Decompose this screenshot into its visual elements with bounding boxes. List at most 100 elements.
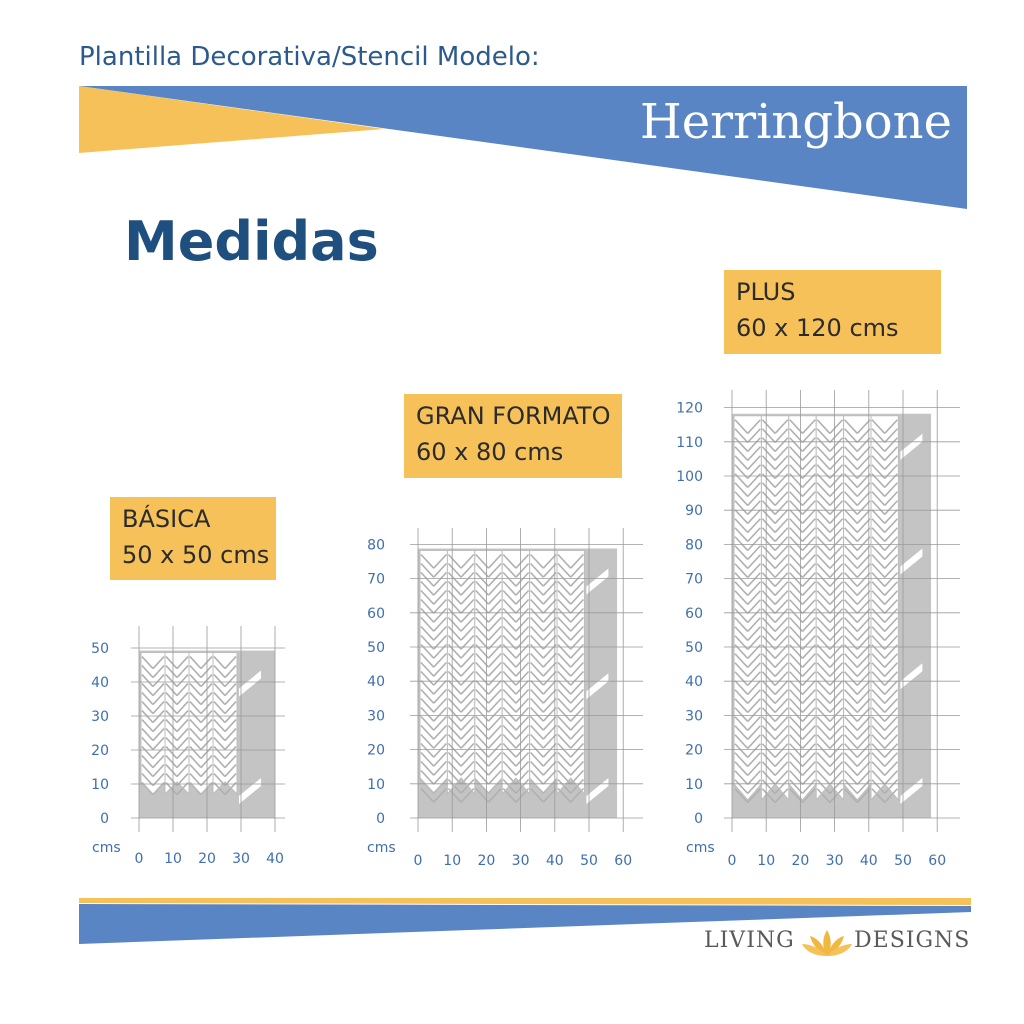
chevron-line: [747, 581, 761, 596]
chevron-line: [774, 455, 789, 470]
chevron-line: [844, 491, 858, 506]
chevron-line: [734, 581, 749, 596]
chevron-line: [871, 455, 886, 470]
chevron-line: [801, 572, 816, 587]
registration-mark: [900, 778, 923, 804]
chevron-line: [460, 652, 475, 668]
chevron-line: [460, 706, 475, 722]
chevron-line: [856, 518, 871, 533]
chevron-line: [829, 770, 844, 785]
axis-unit-label: cms: [686, 840, 715, 856]
chevron-line: [542, 661, 557, 677]
chevron-line: [557, 724, 572, 740]
x-tick-label: 30: [232, 851, 250, 867]
chevron-line: [570, 670, 584, 686]
chevron-line: [515, 697, 530, 713]
chevron-line: [447, 616, 462, 632]
chevron-line: [856, 761, 871, 776]
chevron-line: [189, 692, 202, 706]
chevron-line: [420, 715, 435, 731]
chevron-line: [884, 671, 898, 686]
chevron-line: [224, 683, 237, 697]
chevron-line: [141, 746, 154, 760]
chevron-line: [761, 554, 776, 569]
chevron-line: [570, 553, 584, 569]
chevron-line: [734, 527, 749, 542]
chevron-line: [774, 500, 789, 515]
chevron-line: [761, 788, 776, 803]
chevron-line: [487, 652, 502, 668]
chevron-line: [816, 779, 831, 794]
chevron-line: [530, 787, 544, 803]
chevron-line: [801, 446, 816, 461]
chevron-line: [542, 670, 557, 686]
x-tick-label: 40: [546, 853, 564, 869]
chevron-line: [761, 770, 776, 785]
size-dims: 60 x 120 cms: [736, 314, 899, 342]
chevron-line: [141, 719, 154, 733]
chevron-line: [884, 518, 898, 533]
chevron-line: [542, 616, 557, 632]
chevron-line: [774, 437, 789, 452]
chevron-line: [530, 769, 544, 785]
chevron-line: [844, 545, 858, 560]
chevron-line: [844, 707, 858, 722]
chevron-line: [734, 599, 749, 614]
chevron-line: [761, 428, 776, 443]
chevron-line: [871, 698, 886, 713]
chevron-line: [747, 680, 761, 695]
chevron-line: [447, 625, 462, 641]
chevron-line: [165, 701, 178, 715]
chevron-line: [502, 670, 517, 686]
chevron-line: [856, 419, 871, 434]
chevron-line: [502, 679, 517, 695]
chevron-line: [433, 706, 447, 722]
chevron-line: [856, 689, 871, 704]
chevron-line: [871, 770, 886, 785]
x-tick-label: 50: [894, 853, 912, 869]
chevron-line: [487, 688, 502, 704]
chevron-line: [856, 770, 871, 785]
chevron-line: [224, 701, 237, 715]
chevron-line: [829, 482, 844, 497]
chevron-line: [747, 446, 761, 461]
chevron-line: [801, 599, 816, 614]
herringbone-strip: [556, 550, 585, 803]
chevron-line: [213, 665, 226, 679]
chevron-line: [774, 572, 789, 587]
chevron-line: [816, 509, 831, 524]
y-tick-label: 40: [367, 674, 385, 690]
chevron-line: [570, 742, 584, 758]
chevron-line: [774, 482, 789, 497]
chevron-line: [487, 571, 502, 587]
chevron-line: [856, 437, 871, 452]
chevron-line: [433, 598, 447, 614]
chevron-line: [557, 562, 572, 578]
chevron-line: [213, 656, 226, 670]
chevron-line: [515, 670, 530, 686]
strip-cutout: [557, 550, 585, 794]
chevron-line: [570, 706, 584, 722]
chevron-line: [871, 446, 886, 461]
chevron-line: [761, 680, 776, 695]
herringbone-strip: [870, 415, 899, 803]
chevron-line: [515, 571, 530, 587]
chevron-line: [774, 491, 789, 506]
chevron-line: [734, 689, 749, 704]
chevron-line: [871, 761, 886, 776]
chevron-line: [747, 788, 761, 803]
x-tick-label: 10: [443, 853, 461, 869]
chevron-line: [460, 562, 475, 578]
chevron-line: [141, 710, 154, 724]
chevron-line: [761, 707, 776, 722]
chevron-line: [420, 598, 435, 614]
chevron-line: [871, 779, 886, 794]
chevron-line: [844, 752, 858, 767]
chevron-line: [557, 616, 572, 632]
chevron-line: [884, 698, 898, 713]
chevron-line: [801, 509, 816, 524]
x-tick-label: 0: [728, 853, 737, 869]
y-tick-label: 100: [676, 469, 703, 485]
chevron-line: [801, 590, 816, 605]
chevron-line: [447, 562, 462, 578]
